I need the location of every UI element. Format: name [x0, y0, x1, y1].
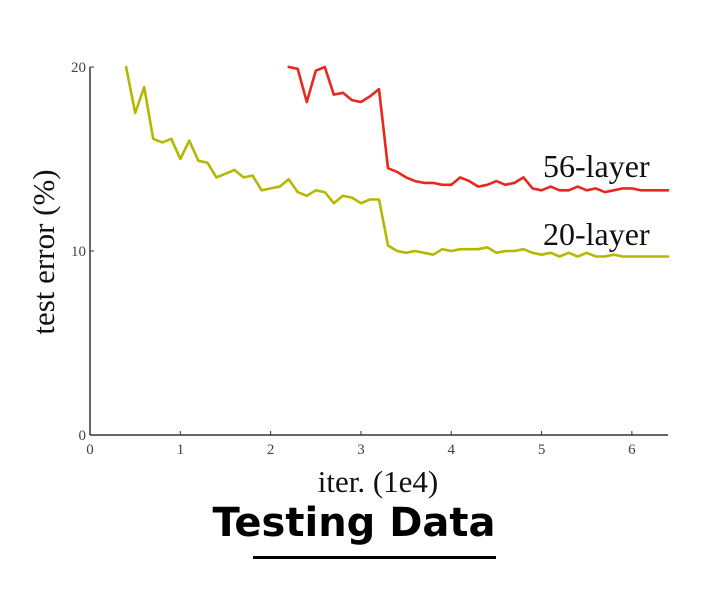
y-tick-label: 0 — [79, 428, 87, 444]
x-tick-label: 4 — [448, 442, 456, 458]
y-axis-label: test error (%) — [26, 169, 61, 334]
series-line-56-layer — [287, 65, 670, 194]
y-tick-label: 20 — [71, 60, 86, 76]
x-tick-label: 2 — [267, 442, 275, 458]
series-labels: 56-layer 20-layer — [543, 148, 650, 252]
series-line-20-layer — [124, 65, 670, 258]
axes: 0 1 2 3 4 5 6 0 10 20 — [71, 60, 668, 458]
series-lines — [124, 65, 670, 258]
x-tick-label: 3 — [357, 442, 365, 458]
series-label-20-layer: 20-layer — [543, 216, 650, 252]
x-tick-label: 5 — [538, 442, 546, 458]
x-tick-label: 6 — [628, 442, 636, 458]
x-tick-label: 1 — [177, 442, 185, 458]
series-label-56-layer: 56-layer — [543, 148, 650, 184]
x-tick-label: 0 — [86, 442, 94, 458]
chart-caption: Testing Data — [212, 500, 496, 546]
x-axis-label: iter. (1e4) — [318, 464, 439, 499]
caption-underline — [253, 556, 496, 559]
y-tick-label: 10 — [71, 244, 86, 260]
